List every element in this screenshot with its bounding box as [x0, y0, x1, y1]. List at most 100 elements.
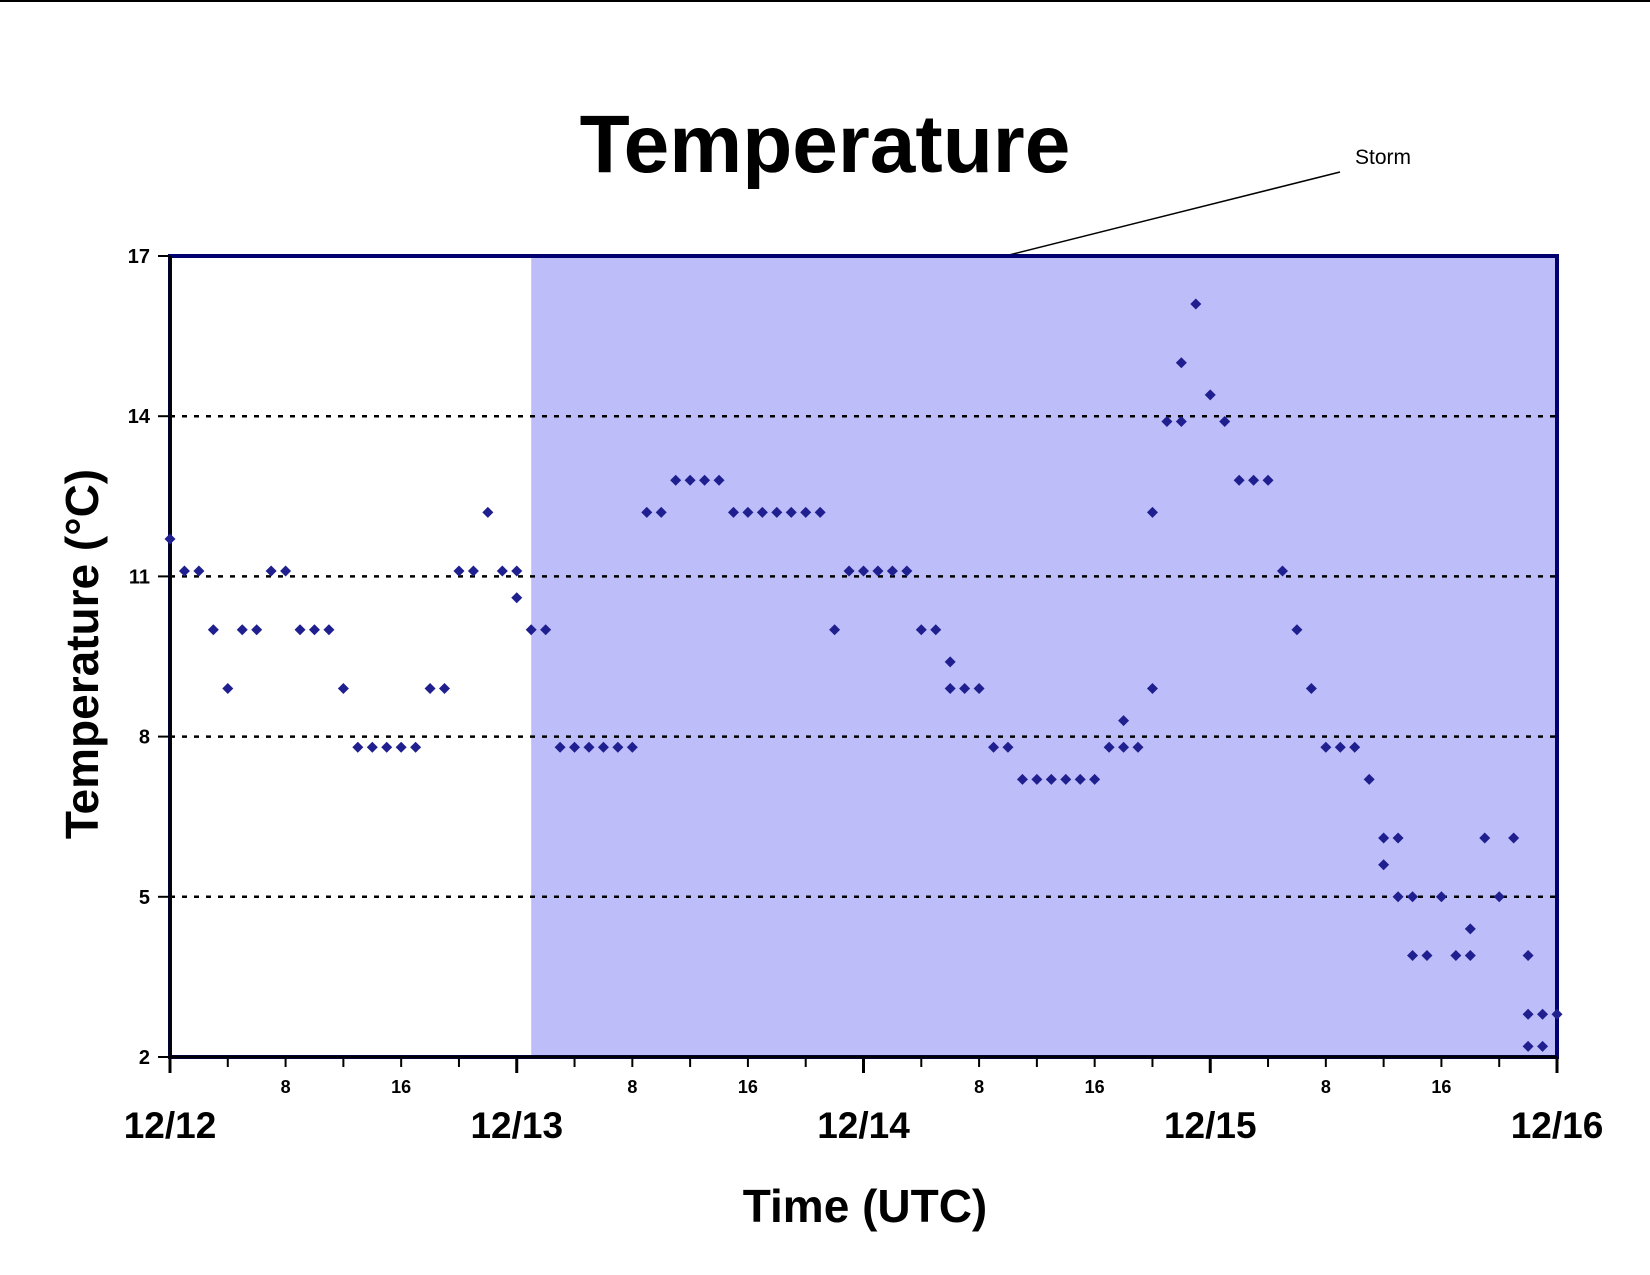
data-point	[511, 592, 523, 604]
data-point	[1407, 891, 1419, 903]
data-point	[1045, 773, 1057, 785]
data-point	[915, 624, 927, 636]
chart-title: Temperature	[580, 99, 1071, 190]
data-point	[1233, 474, 1245, 486]
data-point	[178, 565, 190, 577]
data-point	[381, 741, 393, 753]
data-point	[1089, 773, 1101, 785]
data-point	[511, 565, 523, 577]
data-point	[280, 565, 292, 577]
data-point	[944, 683, 956, 695]
x-day-tick-label: 12/12	[124, 1105, 217, 1146]
data-point	[641, 506, 653, 518]
data-point	[583, 741, 595, 753]
x-day-tick-label: 12/15	[1164, 1105, 1257, 1146]
data-point	[294, 624, 306, 636]
data-point	[1435, 891, 1447, 903]
storm-shaded-region	[531, 256, 1557, 1057]
x-hour-tick-label: 16	[391, 1077, 411, 1097]
data-point	[496, 565, 508, 577]
data-point	[251, 624, 263, 636]
data-point	[1363, 773, 1375, 785]
data-point	[771, 506, 783, 518]
data-point	[1060, 773, 1072, 785]
data-point	[1421, 950, 1433, 962]
data-point	[655, 506, 667, 518]
x-axis-title: Time (UTC)	[743, 1180, 988, 1232]
data-point	[612, 741, 624, 753]
storm-region-group: Storm	[531, 146, 1557, 1057]
data-point	[1305, 683, 1317, 695]
data-point	[973, 683, 985, 695]
data-point	[467, 565, 479, 577]
data-point	[713, 474, 725, 486]
y-tick-label: 2	[139, 1047, 150, 1069]
data-point	[872, 565, 884, 577]
data-point	[1334, 741, 1346, 753]
data-point	[670, 474, 682, 486]
data-point	[742, 506, 754, 518]
data-point	[944, 656, 956, 668]
data-points-group	[164, 298, 1563, 1052]
data-point	[1248, 474, 1260, 486]
data-point	[1450, 950, 1462, 962]
data-point	[1392, 891, 1404, 903]
data-point	[323, 624, 335, 636]
data-point	[569, 741, 581, 753]
data-point	[1378, 859, 1390, 871]
data-point	[1103, 741, 1115, 753]
data-point	[684, 474, 696, 486]
data-point	[1118, 715, 1130, 727]
x-hour-tick-label: 8	[281, 1077, 291, 1097]
data-point	[1161, 416, 1173, 428]
data-point	[1464, 923, 1476, 935]
data-point	[1016, 773, 1028, 785]
data-point	[886, 565, 898, 577]
data-point	[1146, 683, 1158, 695]
data-point	[829, 624, 841, 636]
data-point	[1262, 474, 1274, 486]
data-point	[1204, 389, 1216, 401]
data-point	[843, 565, 855, 577]
data-point	[959, 683, 971, 695]
data-point	[1522, 1040, 1534, 1052]
x-hour-tick-label: 16	[1085, 1077, 1105, 1097]
storm-annotation-leader-line	[1004, 171, 1341, 257]
x-day-tick-label: 12/13	[470, 1105, 563, 1146]
data-point	[193, 565, 205, 577]
y-axis-title: Temperature (°C)	[56, 469, 108, 839]
data-point	[1522, 950, 1534, 962]
data-point	[337, 683, 349, 695]
data-point	[626, 741, 638, 753]
data-point	[699, 474, 711, 486]
x-day-tick-label: 12/14	[817, 1105, 910, 1146]
data-point	[814, 506, 826, 518]
data-point	[1276, 565, 1288, 577]
data-point	[1190, 298, 1202, 310]
x-hour-tick-label: 8	[974, 1077, 984, 1097]
data-point	[1291, 624, 1303, 636]
data-point	[1479, 832, 1491, 844]
data-point	[1175, 416, 1187, 428]
data-point	[554, 741, 566, 753]
data-point	[236, 624, 248, 636]
data-point	[1551, 1008, 1563, 1020]
data-point	[1493, 891, 1505, 903]
data-point	[1320, 741, 1332, 753]
x-day-tick-label: 12/16	[1511, 1105, 1604, 1146]
data-point	[207, 624, 219, 636]
x-hour-tick-label: 8	[627, 1077, 637, 1097]
y-axis: 2 5 8 11 14 17	[128, 246, 172, 1069]
data-point	[800, 506, 812, 518]
data-point	[482, 506, 494, 518]
data-point	[1407, 950, 1419, 962]
data-point	[1118, 741, 1130, 753]
y-tick-label: 17	[128, 246, 150, 268]
data-point	[1464, 950, 1476, 962]
data-point	[1002, 741, 1014, 753]
data-point	[1392, 832, 1404, 844]
data-point	[424, 683, 436, 695]
data-point	[1146, 506, 1158, 518]
data-point	[308, 624, 320, 636]
